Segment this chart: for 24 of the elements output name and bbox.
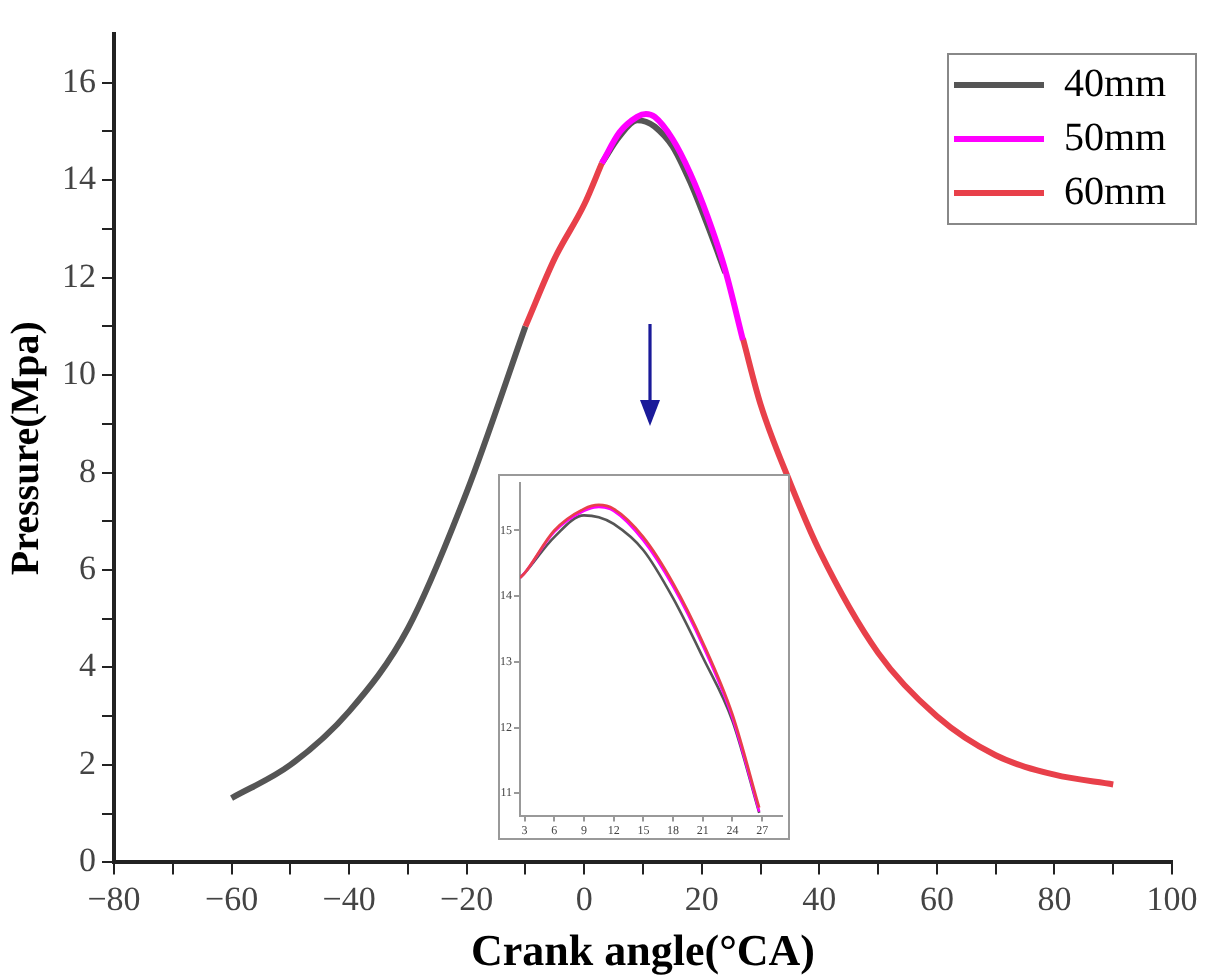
legend-label: 50mm: [1064, 115, 1168, 160]
legend-label: 40mm: [1064, 61, 1168, 106]
x-tick-label: 80: [1037, 879, 1072, 918]
x-tick-label: 0: [575, 879, 593, 918]
x-tick-label: −60: [204, 879, 259, 918]
x-tick-label: −40: [322, 879, 376, 918]
y-tick-label: 2: [79, 743, 96, 782]
x-tick-label: 20: [684, 879, 719, 918]
legend-label: 60mm: [1064, 169, 1168, 214]
x-tick-label: 60: [919, 879, 954, 918]
x-tick-label: 40: [802, 879, 837, 918]
x-axis-title: Crank angle(°CA): [471, 924, 815, 975]
y-tick-label: 16: [62, 61, 96, 100]
y-tick-label: 6: [79, 548, 96, 587]
y-axis-title: Pressure(Mpa): [4, 321, 49, 576]
y-tick-label: 8: [79, 451, 96, 490]
y-tick-label: 14: [62, 159, 97, 198]
y-tick-label: 10: [62, 354, 96, 393]
x-tick-label: −20: [440, 879, 494, 918]
x-tick-label: 100: [1146, 879, 1198, 918]
x-tick-label: −80: [87, 879, 141, 918]
y-tick-label: 12: [62, 256, 96, 295]
line-series: [598, 110, 746, 344]
y-tick-label: 4: [79, 646, 97, 685]
